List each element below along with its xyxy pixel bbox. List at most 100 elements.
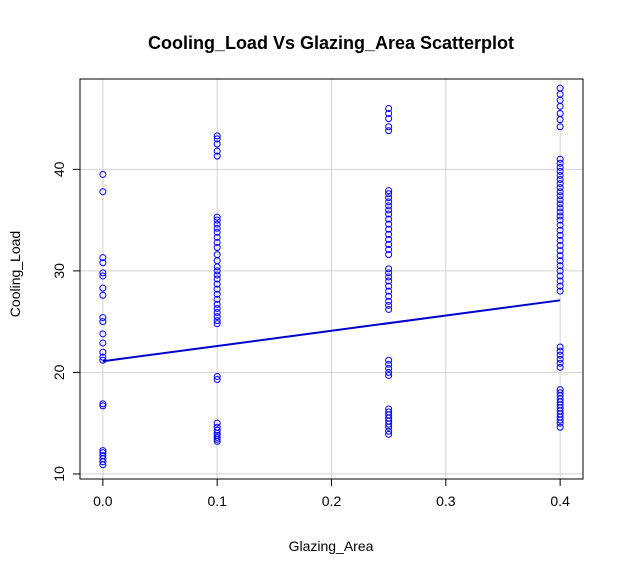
data-point (99, 318, 107, 326)
data-point (556, 355, 564, 363)
data-point (385, 269, 393, 277)
data-point (556, 267, 564, 275)
data-point (385, 220, 393, 228)
data-point (213, 213, 221, 221)
data-point (213, 152, 221, 160)
data-point (556, 123, 564, 131)
data-point (556, 282, 564, 290)
data-point (385, 423, 393, 431)
data-point (99, 254, 107, 262)
y-tick-label: 30 (51, 263, 67, 279)
y-tick-label: 40 (51, 161, 67, 177)
data-points (99, 84, 564, 469)
data-point (385, 430, 393, 438)
regression-line (102, 299, 561, 363)
data-point (556, 247, 564, 255)
data-point (385, 420, 393, 428)
data-point (213, 220, 221, 228)
data-point (385, 187, 393, 195)
data-point (385, 235, 393, 243)
data-point (213, 300, 221, 308)
data-point (213, 437, 221, 445)
data-point (213, 433, 221, 441)
data-point (556, 257, 564, 265)
data-point (556, 184, 564, 192)
data-point (556, 241, 564, 249)
data-point (556, 272, 564, 280)
data-point (556, 236, 564, 244)
data-point (99, 291, 107, 299)
data-point (385, 123, 393, 131)
chart-title: Cooling_Load Vs Glazing_Area Scatterplot (148, 33, 514, 53)
data-point (556, 231, 564, 239)
data-point (385, 110, 393, 118)
data-point (213, 419, 221, 427)
data-point (556, 208, 564, 216)
data-point (385, 301, 393, 309)
data-point (213, 290, 221, 298)
data-point (213, 435, 221, 443)
data-point (556, 343, 564, 351)
data-point (213, 304, 221, 312)
data-point (556, 277, 564, 285)
data-point (213, 271, 221, 279)
data-point (385, 251, 393, 259)
data-point (99, 284, 107, 292)
data-point (556, 192, 564, 200)
y-tick-label: 20 (51, 364, 67, 380)
data-point (556, 351, 564, 359)
data-point (556, 221, 564, 229)
data-point (556, 423, 564, 431)
data-point (213, 372, 221, 380)
data-point (556, 416, 564, 424)
data-point (385, 356, 393, 364)
data-point (556, 102, 564, 110)
data-point (99, 269, 107, 277)
data-point (385, 371, 393, 379)
data-point (99, 447, 107, 455)
data-point (213, 295, 221, 303)
data-point (99, 458, 107, 466)
data-point (99, 339, 107, 347)
data-point (385, 194, 393, 202)
data-point (213, 216, 221, 224)
data-point (99, 188, 107, 196)
data-point (99, 400, 107, 408)
data-point (385, 287, 393, 295)
data-point (213, 313, 221, 321)
data-point (556, 262, 564, 270)
data-point (556, 167, 564, 175)
y-axis: 10 20 30 40 (51, 161, 80, 482)
x-tick-label: 0.2 (322, 493, 342, 509)
data-point (556, 188, 564, 196)
data-point (213, 285, 221, 293)
data-point (213, 147, 221, 155)
data-point (385, 364, 393, 372)
data-point (556, 196, 564, 204)
data-point (556, 200, 564, 208)
data-point (213, 135, 221, 143)
data-point (213, 317, 221, 325)
data-point (556, 204, 564, 212)
data-point (99, 348, 107, 356)
data-point (213, 132, 221, 140)
data-point (385, 297, 393, 305)
data-point (556, 252, 564, 260)
data-point (385, 127, 393, 135)
grid-lines (80, 79, 583, 479)
data-point (556, 176, 564, 184)
data-point (99, 461, 107, 469)
data-point (556, 159, 564, 167)
data-point (385, 273, 393, 281)
data-point (556, 155, 564, 163)
data-point (385, 225, 393, 233)
data-point (556, 116, 564, 124)
data-point (213, 238, 221, 246)
data-point (385, 265, 393, 273)
data-point (385, 190, 393, 198)
data-point (99, 330, 107, 338)
data-point (213, 228, 221, 236)
x-tick-label: 0.1 (207, 493, 227, 509)
data-point (99, 353, 107, 361)
